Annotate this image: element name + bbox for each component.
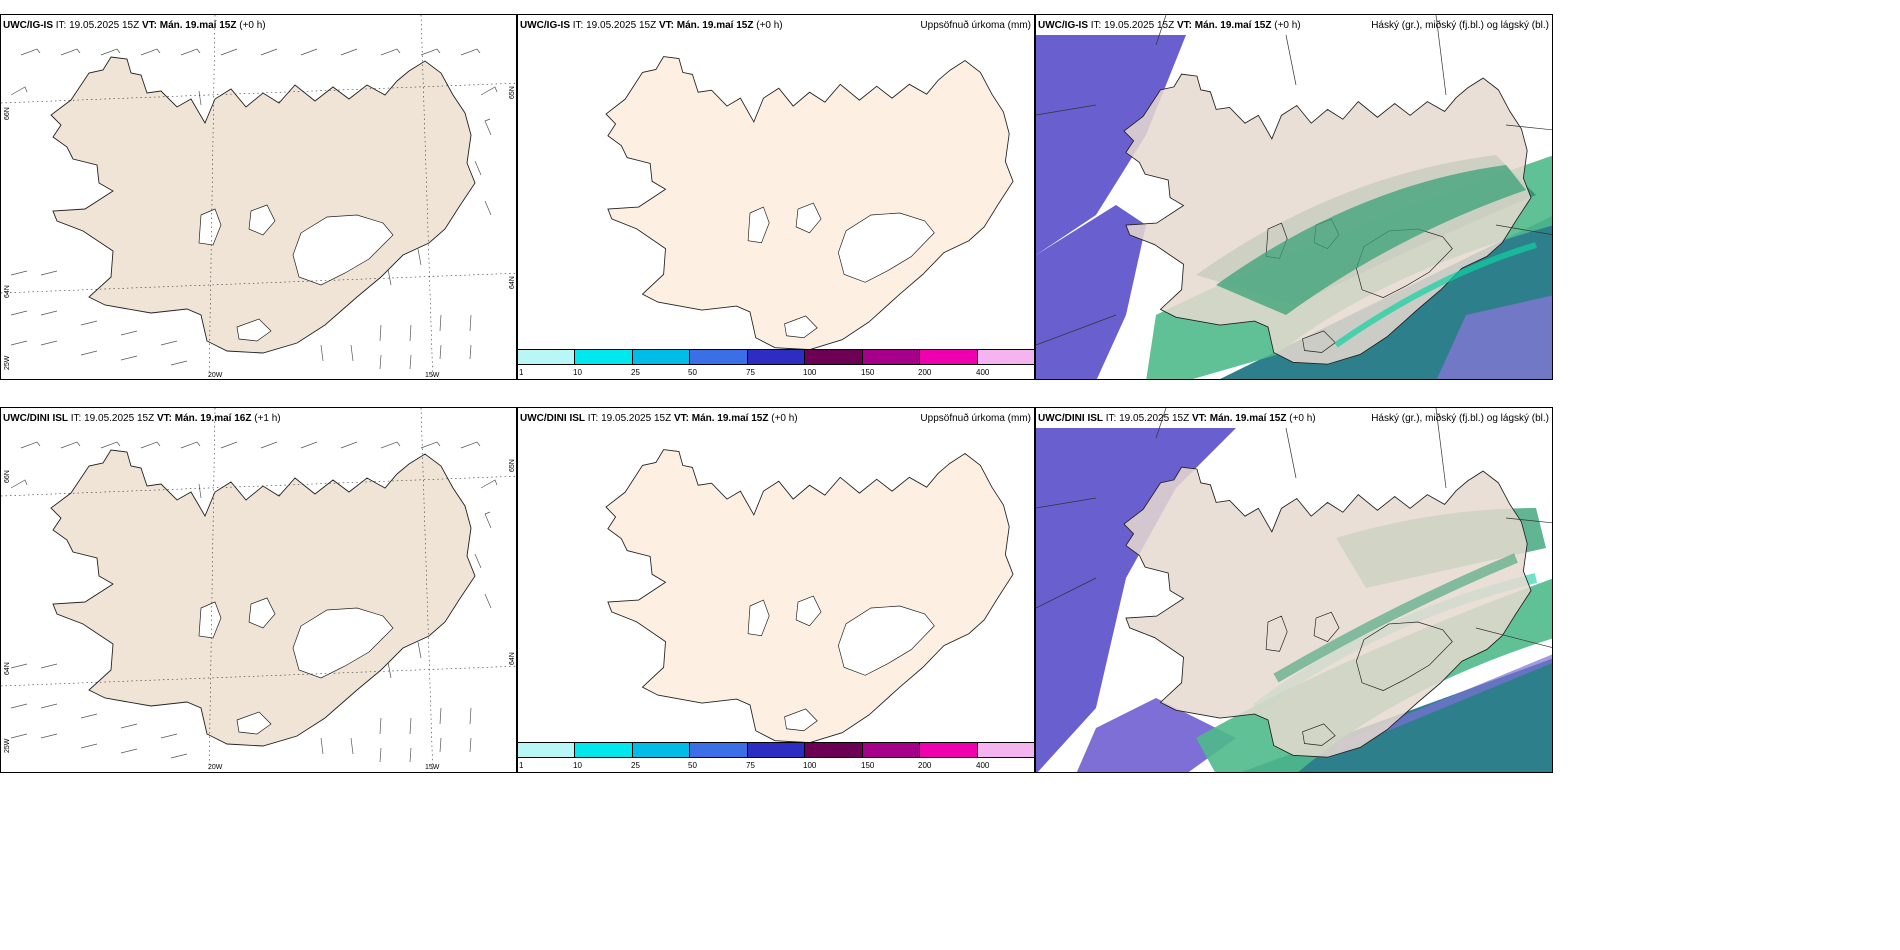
precip-map: [605, 449, 1014, 744]
cloud-panel-bottom: UWC/DINI ISL IT: 19.05.2025 15Z VT: Mán.…: [1035, 407, 1553, 773]
colorbar-tick: 50: [688, 761, 697, 770]
panel-field-label: Háský (gr.), miðský (fj.bl.) og lágský (…: [1371, 20, 1549, 31]
panel-title: UWC/IG-IS IT: 19.05.2025 15Z VT: Mán. 19…: [520, 20, 783, 31]
colorbar-tick: 400: [976, 761, 990, 770]
colorbar-tick: 10: [573, 368, 582, 377]
colorbar-segment: [747, 350, 806, 364]
colorbar-segment: [805, 743, 863, 757]
colorbar-segment: [518, 743, 576, 757]
colorbar-tick: 200: [918, 368, 932, 377]
colorbar-segment: [632, 350, 691, 364]
panel-title: UWC/IG-IS IT: 19.05.2025 15Z VT: Mán. 19…: [3, 20, 266, 31]
colorbar-segment: [920, 743, 978, 757]
colorbar-segment: [575, 743, 633, 757]
colorbar-tick: 200: [918, 761, 932, 770]
precip-panel-bottom: UWC/DINI ISL IT: 19.05.2025 15Z VT: Mán.…: [517, 407, 1035, 773]
lat-label: 66N: [4, 107, 11, 120]
colorbar-segment: [920, 350, 978, 364]
colorbar-segment: [747, 743, 806, 757]
panel-field-label: Uppsöfnuð úrkoma (mm): [920, 20, 1031, 31]
lon-label: 20W: [208, 764, 223, 771]
panel-title: UWC/DINI ISL IT: 19.05.2025 15Z VT: Mán.…: [3, 413, 281, 424]
colorbar-tick: 25: [631, 761, 640, 770]
precip-colorbar: [518, 742, 1034, 758]
lat-label: 66N: [4, 470, 11, 483]
lat-label: 64N: [4, 662, 11, 675]
colorbar-segment: [977, 743, 1034, 757]
colorbar-tick: 150: [861, 761, 875, 770]
colorbar-tick: 150: [861, 368, 875, 377]
colorbar-labels: 1 10 25 50 75 100 150 200 400: [518, 367, 1034, 379]
precip-map: [605, 56, 1014, 351]
lon-label: 25W: [4, 738, 11, 753]
wind-map: [1, 15, 516, 379]
panel-title: UWC/DINI ISL IT: 19.05.2025 15Z VT: Mán.…: [1038, 413, 1316, 424]
lon-label: 20W: [208, 372, 223, 379]
panel-title: UWC/DINI ISL IT: 19.05.2025 15Z VT: Mán.…: [520, 413, 798, 424]
precip-colorbar: [518, 349, 1034, 365]
lat-label: 65N: [509, 459, 516, 472]
wind-panel-top: UWC/IG-IS IT: 19.05.2025 15Z VT: Mán. 19…: [0, 14, 517, 380]
colorbar-segment: [632, 743, 691, 757]
colorbar-tick: 400: [976, 368, 990, 377]
colorbar-segment: [805, 350, 863, 364]
colorbar-tick: 25: [631, 368, 640, 377]
lon-label: 25W: [4, 355, 11, 370]
lon-label: 15W: [425, 372, 440, 379]
colorbar-segment: [518, 350, 576, 364]
colorbar-tick: 10: [573, 761, 582, 770]
lon-label: 15W: [425, 764, 440, 771]
colorbar-tick: 75: [746, 761, 755, 770]
panel-title: UWC/IG-IS IT: 19.05.2025 15Z VT: Mán. 19…: [1038, 20, 1301, 31]
colorbar-labels: 1 10 25 50 75 100 150 200 400: [518, 760, 1034, 772]
colorbar-tick: 100: [803, 368, 817, 377]
lat-label: 64N: [509, 652, 516, 665]
colorbar-segment: [862, 350, 921, 364]
colorbar-segment: [575, 350, 633, 364]
colorbar-tick: 100: [803, 761, 817, 770]
lat-label: 65N: [509, 86, 516, 99]
precip-panel-top: UWC/IG-IS IT: 19.05.2025 15Z VT: Mán. 19…: [517, 14, 1035, 380]
lat-label: 64N: [509, 276, 516, 289]
colorbar-segment: [862, 743, 921, 757]
colorbar-tick: 50: [688, 368, 697, 377]
cloud-map: [1036, 408, 1552, 772]
colorbar-segment: [690, 743, 748, 757]
panel-field-label: Uppsöfnuð úrkoma (mm): [920, 413, 1031, 424]
colorbar-segment: [977, 350, 1034, 364]
cloud-map: [1036, 15, 1552, 379]
colorbar-tick: 75: [746, 368, 755, 377]
wind-panel-bottom: UWC/DINI ISL IT: 19.05.2025 15Z VT: Mán.…: [0, 407, 517, 773]
panel-field-label: Háský (gr.), miðský (fj.bl.) og lágský (…: [1371, 413, 1549, 424]
colorbar-tick: 1: [519, 368, 524, 377]
colorbar-tick: 1: [519, 761, 524, 770]
lat-label: 64N: [4, 285, 11, 298]
colorbar-segment: [690, 350, 748, 364]
wind-map: [1, 408, 516, 772]
cloud-panel-top: UWC/IG-IS IT: 19.05.2025 15Z VT: Mán. 19…: [1035, 14, 1553, 380]
